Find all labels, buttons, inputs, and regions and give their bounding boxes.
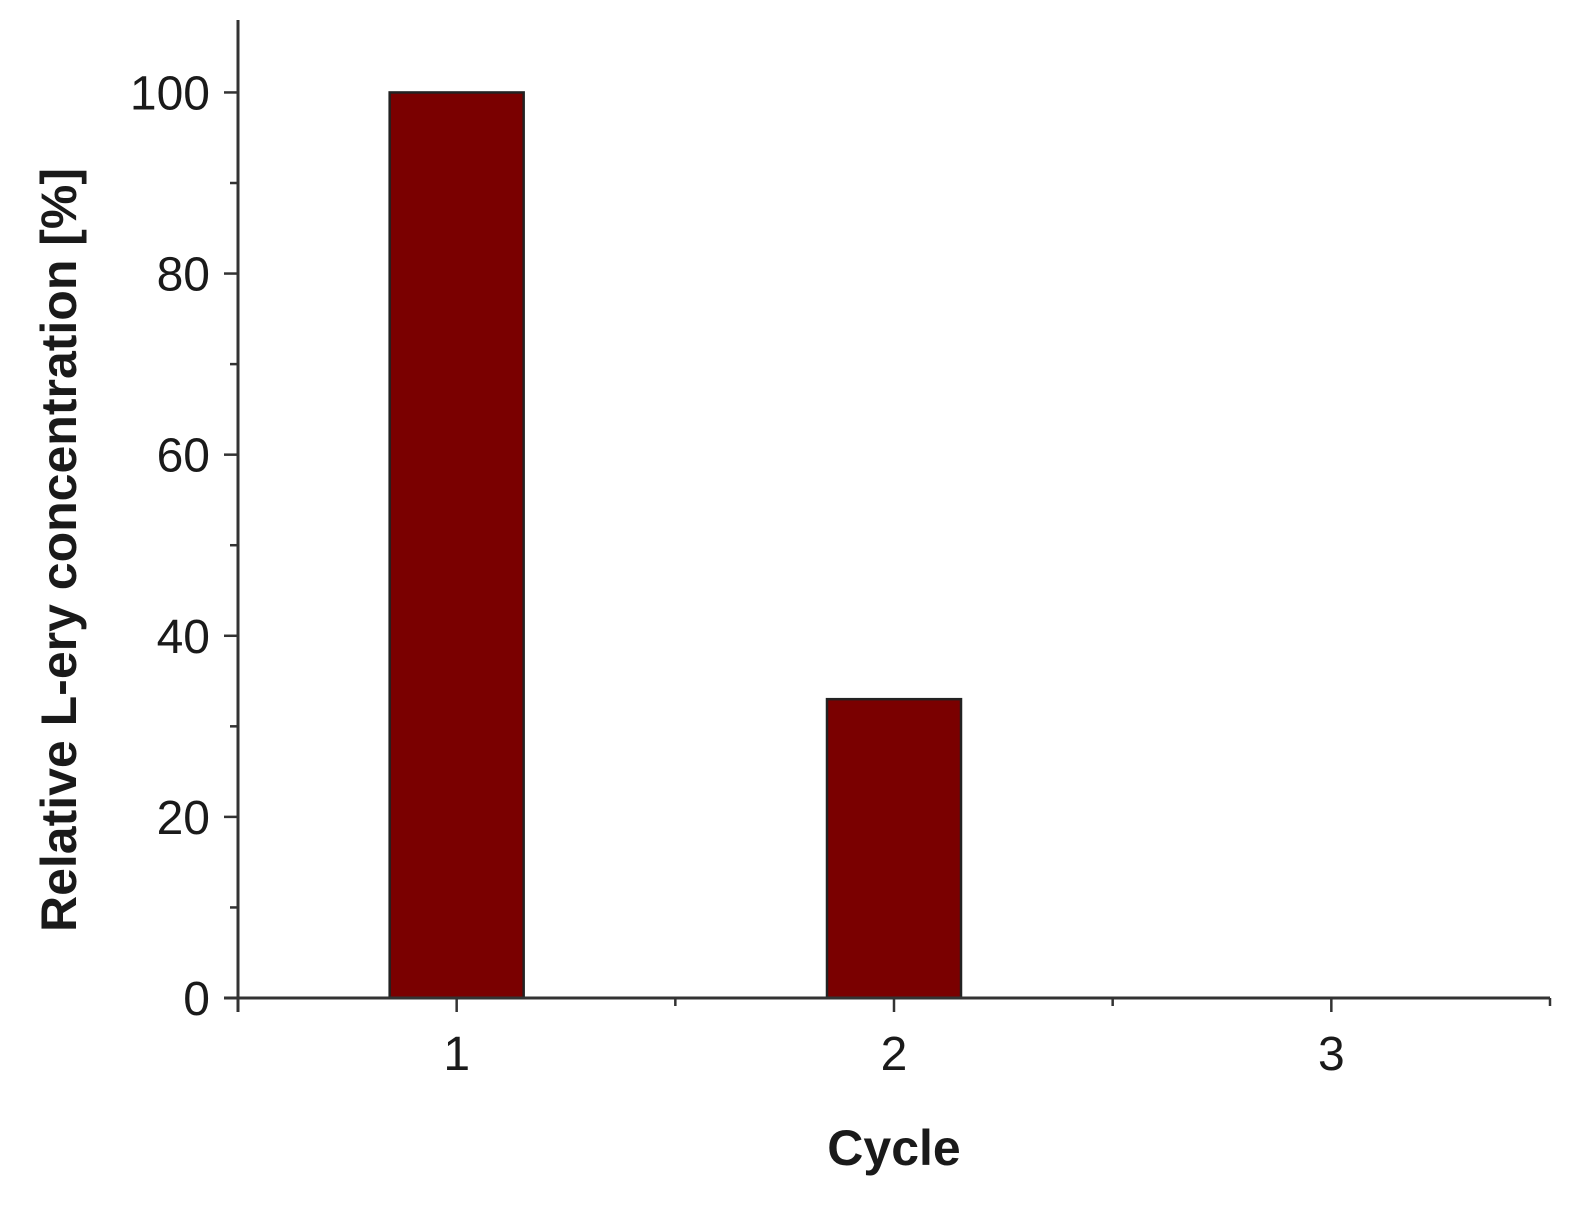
bars-layer: [388, 91, 963, 1000]
y-tick-label-100: 100: [130, 67, 210, 120]
x-tick-label-1: 1: [443, 1028, 470, 1081]
y-tick-label-60: 60: [157, 430, 210, 483]
x-tick-label-3: 3: [1318, 1028, 1345, 1081]
y-tick-label-0: 0: [183, 973, 210, 1026]
y-axis-title: Relative L-ery concentration [%]: [31, 168, 87, 932]
x-axis-title: Cycle: [827, 1120, 960, 1176]
y-tick-label-80: 80: [157, 249, 210, 302]
x-ticks: 1 2 3: [443, 998, 1552, 1081]
bar-cycle-2: [825, 697, 963, 1000]
bar-cycle-1: [388, 91, 525, 1000]
y-ticks: 0 20 40 60 80 100: [130, 67, 238, 1026]
y-tick-label-20: 20: [157, 792, 210, 845]
y-tick-label-40: 40: [157, 611, 210, 664]
x-tick-label-2: 2: [881, 1028, 908, 1081]
